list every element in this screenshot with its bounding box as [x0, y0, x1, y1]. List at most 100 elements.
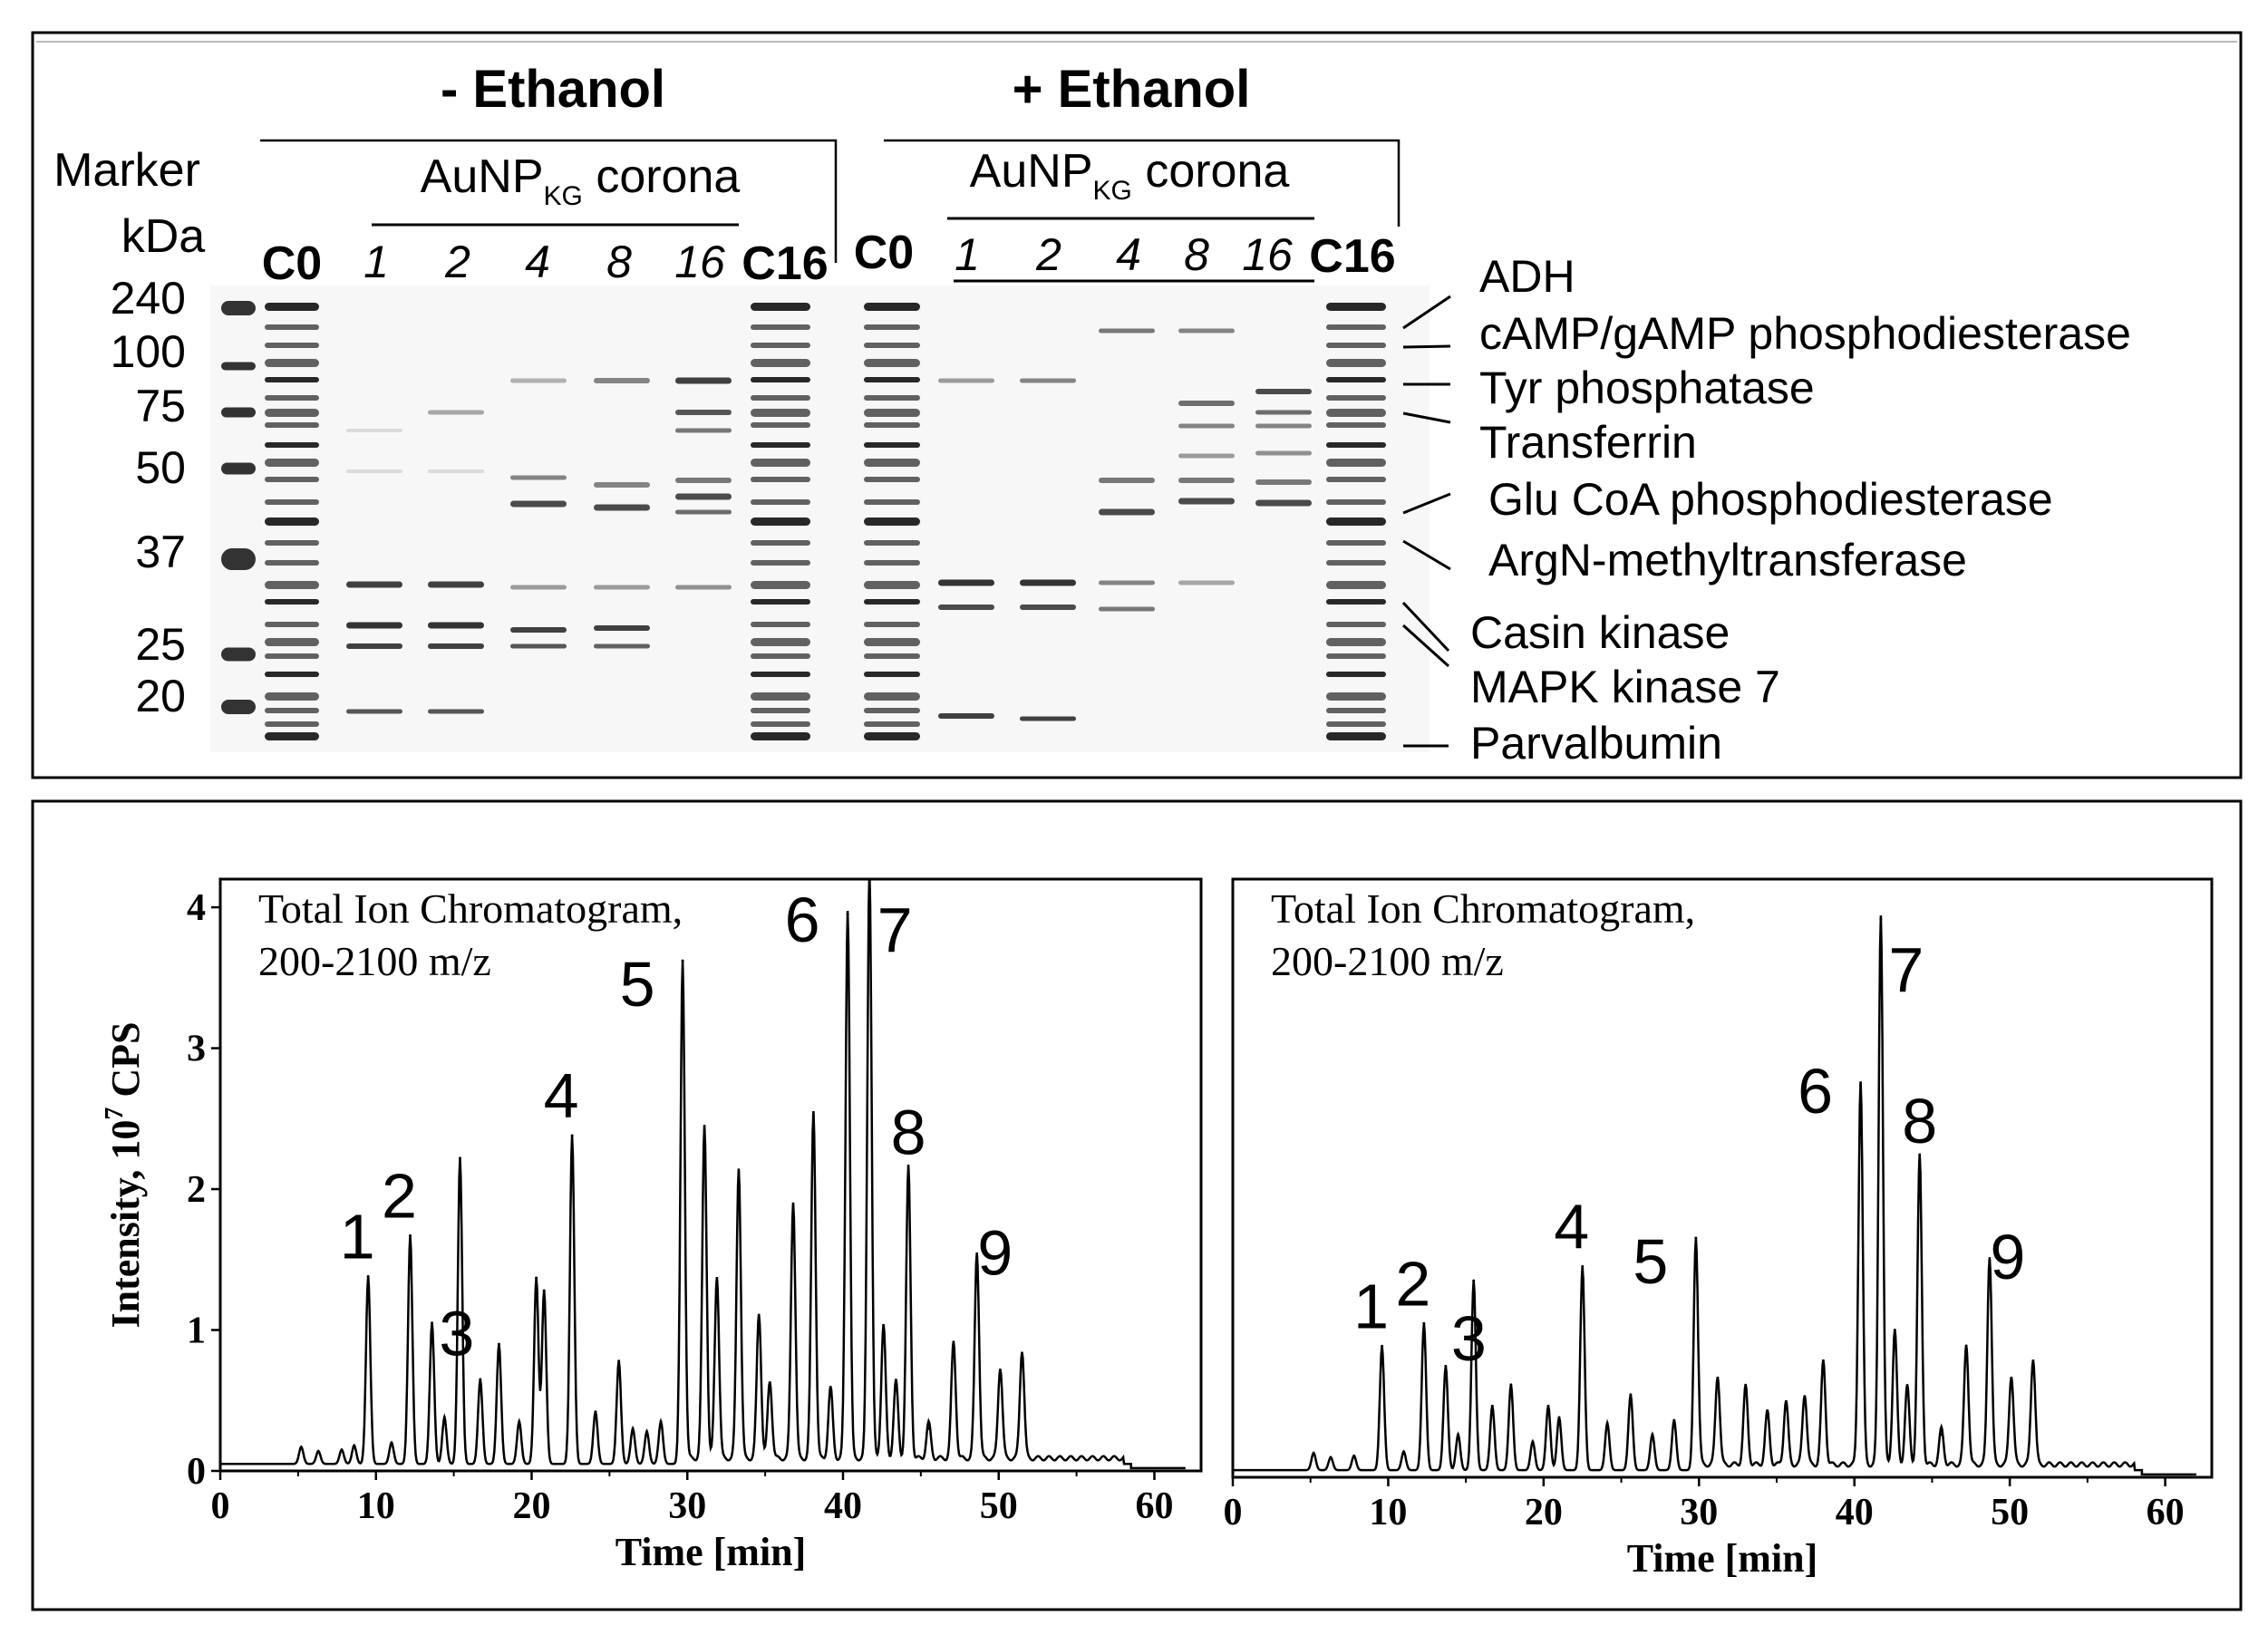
pointer-glu-coa-phosphodiesterase [1402, 492, 1451, 515]
sample-band [675, 478, 732, 483]
peak-point [535, 1276, 538, 1280]
sample-band [1020, 716, 1076, 721]
sample-band [1255, 410, 1312, 415]
sample-band [1255, 450, 1312, 456]
control-band [751, 599, 810, 605]
control-band [751, 377, 810, 382]
sample-band [510, 627, 567, 633]
sample-band [1178, 401, 1235, 406]
sample-band [675, 428, 732, 433]
x-tick-label: 50 [1991, 1492, 2029, 1533]
marker-value-240: 240 [111, 273, 186, 324]
sample-band [938, 713, 994, 719]
peak-label-6: 6 [1798, 1056, 1833, 1127]
lane-label-plus-c16: C16 [1309, 230, 1395, 283]
peak-point [1694, 1236, 1698, 1240]
protein-label-tyr-phosphatase: Tyr phosphatase [1479, 363, 1815, 413]
peak-point [1509, 1383, 1513, 1387]
control-band [1326, 442, 1386, 448]
y-tick-label: 2 [187, 1169, 206, 1211]
peak-point [299, 1446, 303, 1449]
control-band [751, 732, 810, 740]
lane-label-plus-2: 2 [1035, 229, 1061, 280]
sample-band [1178, 580, 1235, 585]
peak-point [316, 1449, 320, 1453]
control-band [1326, 622, 1386, 627]
x-axis-label: Time [min] [1627, 1536, 1818, 1581]
control-band [1326, 499, 1386, 505]
control-band [751, 560, 810, 566]
protein-label-argn-methyltransferase: ArgN-methyltransferase [1488, 535, 1967, 585]
peak-point [1422, 1321, 1426, 1325]
peak-point [2010, 1378, 2013, 1382]
corona-label-minus: AuNPKG corona [421, 150, 741, 211]
control-band [265, 459, 319, 467]
protein-label-casin-kinase: Casin kinase [1470, 607, 1730, 658]
protein-label-transferrin: Transferrin [1479, 417, 1697, 468]
lane-label-minus-16: 16 [674, 237, 725, 287]
control-band [1326, 324, 1386, 330]
control-band [751, 459, 810, 467]
protein-label-mapk-kinase-7: MAPK kinase 7 [1470, 662, 1780, 712]
peak-label-6: 6 [785, 885, 820, 955]
y-tick-label: 0 [187, 1451, 206, 1493]
x-tick-label: 40 [824, 1485, 862, 1527]
peak-point [1964, 1348, 1968, 1351]
peak-point [366, 1274, 370, 1278]
peak-point [906, 1170, 910, 1174]
lane-label-minus-c0: C0 [262, 237, 322, 290]
sample-band [1178, 328, 1235, 334]
control-band [864, 422, 920, 428]
control-band [265, 343, 319, 348]
sample-band [675, 585, 732, 590]
peak-point [867, 877, 871, 881]
control-band [265, 422, 319, 428]
control-band [751, 540, 810, 546]
control-band [1326, 581, 1386, 589]
x-tick-label: 0 [211, 1485, 230, 1527]
peak-point [631, 1427, 635, 1430]
peak-point [811, 1114, 815, 1117]
control-band [265, 581, 319, 589]
sample-band [594, 585, 650, 590]
peak-point [846, 913, 849, 916]
x-tick-label: 20 [512, 1485, 550, 1527]
peak-point [1988, 1259, 1992, 1262]
peak-point [1784, 1404, 1788, 1407]
peak-label-8: 8 [1902, 1086, 1937, 1156]
control-band [864, 581, 920, 589]
sample-band [346, 643, 402, 649]
peak-point [1546, 1404, 1550, 1407]
lane-label-minus-4: 4 [525, 237, 550, 287]
control-band [265, 721, 319, 727]
peak-label-3: 3 [1451, 1303, 1487, 1374]
lane-label-minus-2: 2 [444, 237, 470, 287]
peak-point [894, 1385, 897, 1388]
peak-label-9: 9 [1990, 1222, 2025, 1292]
protein-label-camp-gamp-phosphodiesterase: cAMP/gAMP phosphodiesterase [1479, 308, 2131, 359]
peak-label-3: 3 [439, 1299, 474, 1369]
control-band [864, 459, 920, 467]
peak-label-8: 8 [891, 1097, 926, 1167]
control-band [864, 672, 920, 677]
sample-band [1099, 328, 1155, 334]
peak-point [715, 1279, 719, 1282]
sample-band [1020, 579, 1076, 586]
peak-point [1629, 1393, 1633, 1397]
y-tick-label: 1 [187, 1311, 206, 1352]
sample-band [1178, 453, 1235, 459]
control-band [751, 499, 810, 505]
control-band [1326, 303, 1386, 311]
sample-band [1099, 478, 1155, 483]
control-band [1326, 459, 1386, 467]
peak-point [2031, 1361, 2035, 1365]
peak-point [617, 1359, 621, 1363]
x-tick-label: 20 [1525, 1492, 1563, 1533]
pointer-mapk-kinase-7 [1401, 624, 1450, 668]
peak-label-5: 5 [1633, 1226, 1668, 1297]
lane-label-plus-16: 16 [1242, 229, 1293, 280]
y-tick-label: 4 [187, 887, 206, 929]
y-tick-label: 3 [187, 1029, 206, 1070]
sample-band [1255, 499, 1312, 507]
peak-point [1444, 1364, 1448, 1368]
